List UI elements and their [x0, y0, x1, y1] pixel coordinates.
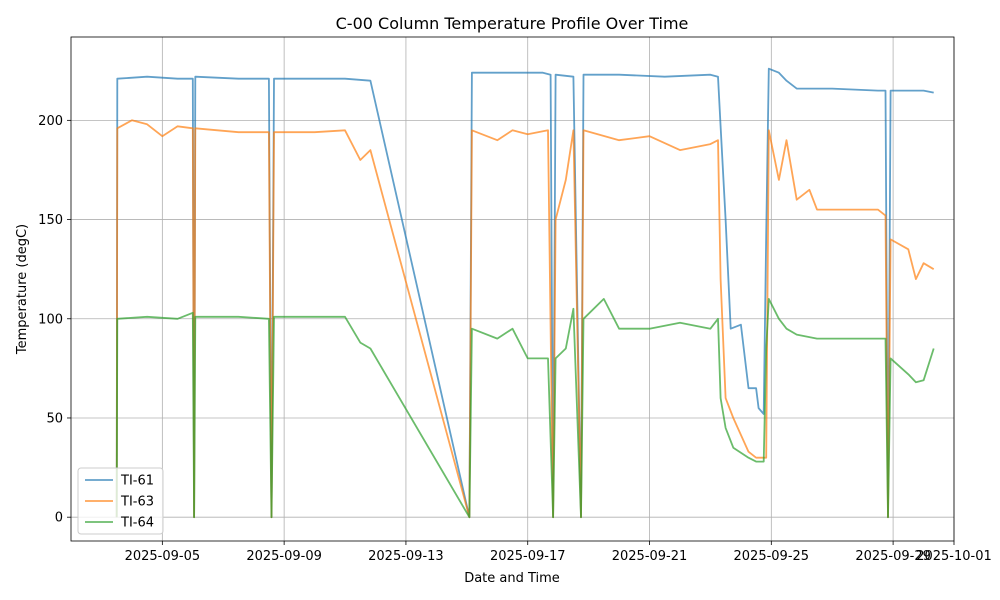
series-line-ti-63: [115, 119, 935, 519]
legend-label: TI-61: [120, 474, 154, 489]
y-axis-label: Temperature (degC): [15, 224, 30, 355]
legend-label: TI-63: [120, 495, 154, 510]
series-layer: [115, 67, 935, 519]
x-tick-label: 2025-10-01: [916, 549, 992, 564]
chart-title: C-00 Column Temperature Profile Over Tim…: [336, 14, 689, 33]
x-tick-label: 2025-09-17: [490, 549, 566, 564]
x-tick-label: 2025-09-05: [125, 549, 201, 564]
legend-label: TI-64: [120, 516, 154, 531]
x-axis-label: Date and Time: [464, 571, 560, 586]
x-tick-label: 2025-09-21: [612, 549, 688, 564]
series-line-ti-64: [115, 297, 935, 519]
plot-area: [70, 36, 955, 542]
x-tick-label: 2025-09-13: [368, 549, 444, 564]
x-axis: 2025-09-05 2025-09-09 2025-09-13 2025-09-17…: [125, 541, 992, 564]
x-tick-label: 2025-09-29: [855, 549, 931, 564]
y-tick-label: 200: [38, 114, 63, 129]
y-tick-label: 50: [46, 411, 63, 426]
x-tick-label: 2025-09-25: [734, 549, 810, 564]
y-tick-label: 150: [38, 213, 63, 228]
legend: TI-61 TI-63 TI-64: [77, 467, 164, 535]
y-tick-label: 0: [55, 511, 63, 526]
x-tick-label: 2025-09-09: [246, 549, 322, 564]
legend-box: [77, 467, 164, 535]
y-axis: 0 50 100 150 200: [38, 114, 71, 526]
series-line-ti-61: [115, 67, 934, 519]
y-tick-label: 100: [38, 312, 63, 327]
